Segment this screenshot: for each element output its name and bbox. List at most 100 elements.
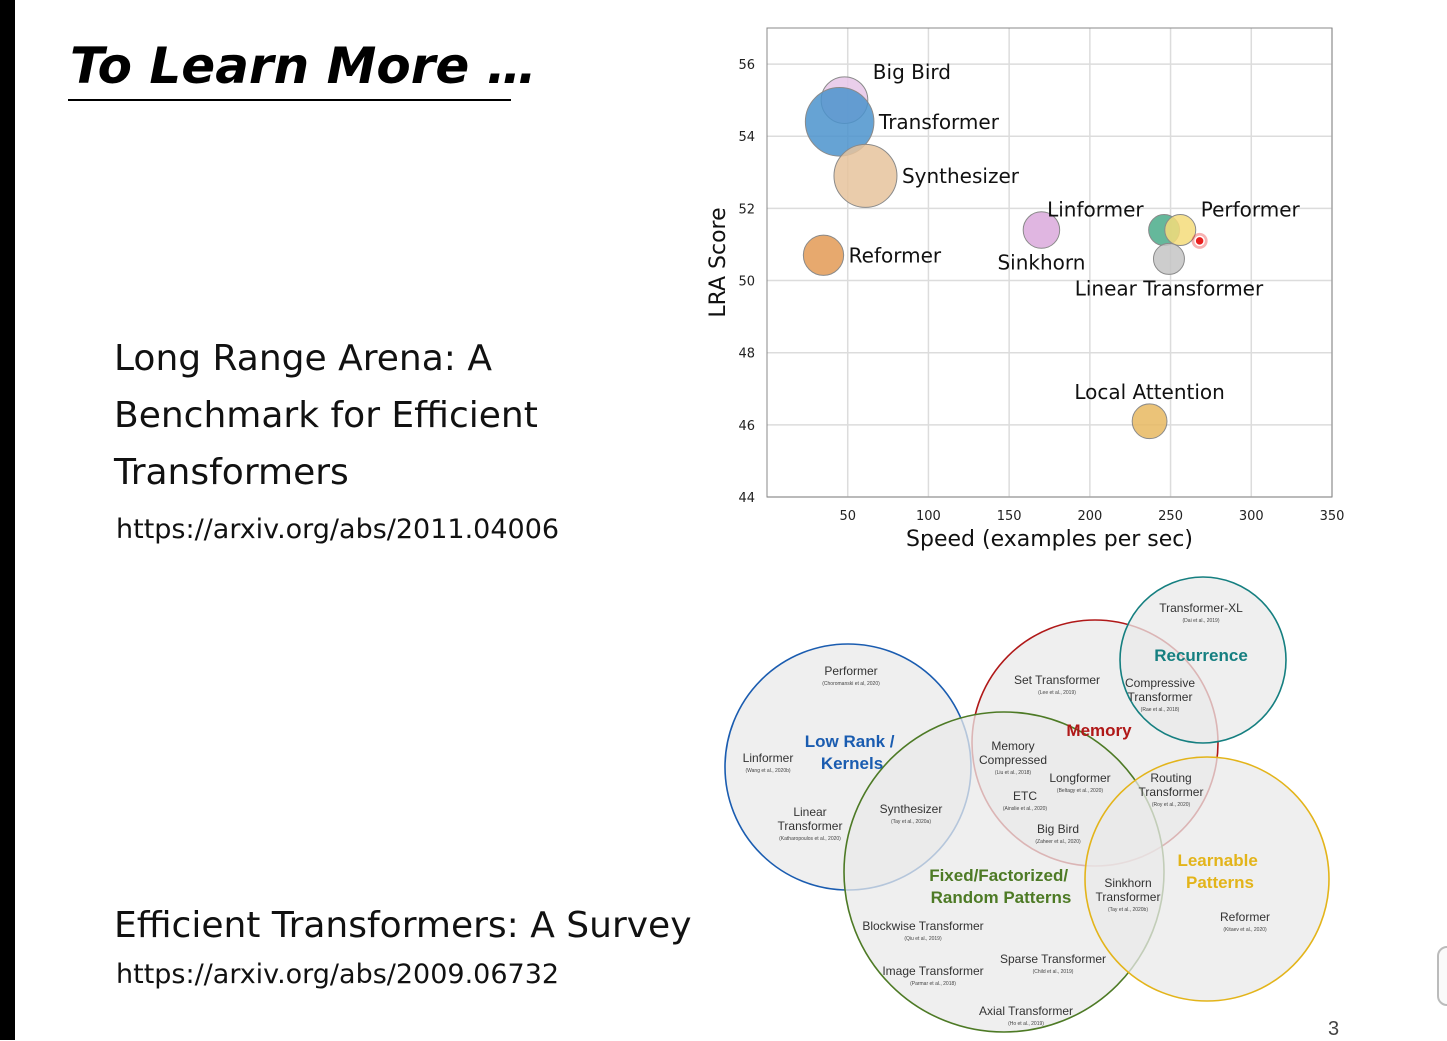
y-tick-label: 48 [738,347,755,362]
venn-circle-learnable-patterns [1084,756,1330,1002]
venn-cite: (Parmar et al., 2018) [910,981,956,987]
point-transformer [804,87,875,157]
venn-cite: (Qiu et al., 2019) [904,936,942,942]
chart-points [802,76,1208,440]
y-tick-label: 56 [738,58,755,73]
venn-model-longformer: Longformer (Beltagy et al., 2020) [1049,771,1110,794]
venn-cite: (Zaheer et al., 2020) [1035,839,1081,845]
venn-cite: (Tay et al., 2020b) [1108,907,1148,913]
lra-scatter-chart: 50 100 150 200 250 300 350 44 46 48 50 52 54 56 Big B… [706,27,1345,552]
label-sinkhorn: Sinkhorn [997,250,1085,274]
svg-text:Axial Transformer: Axial Transformer [979,1004,1073,1018]
svg-text:Compressed: Compressed [979,753,1047,767]
venn-models: Performer (Choromanski et al, 2020) Linfor… [743,601,1270,1027]
svg-text:Memory: Memory [991,739,1034,753]
venn-category-memory: Memory [1066,721,1132,740]
venn-cite: (Kitaev et al., 2020) [1223,927,1267,933]
reference-1-title-line-3: Transformers [114,452,349,493]
label-performer: Performer [1201,198,1301,222]
venn-model-set-transformer: Set Transformer (Lee et al., 2019) [1014,673,1100,696]
label-synthesizer: Synthesizer [902,164,1020,188]
venn-cite: (Dai et al., 2019) [1183,618,1220,624]
point-linear-transformer [1152,242,1185,275]
point-sinkhorn [1022,211,1061,249]
title-underline [68,99,511,101]
venn-cite: (Child et al., 2019) [1033,969,1074,975]
svg-text:Performer: Performer [824,664,877,678]
venn-circle-recurrence [1119,576,1287,744]
svg-text:Sparse Transformer: Sparse Transformer [1000,952,1106,966]
venn-model-linformer: Linformer (Wang et al., 2020b) [743,751,794,774]
y-tick-label: 54 [738,130,755,145]
venn-model-big-bird: Big Bird (Zaheer et al., 2020) [1035,822,1081,845]
y-tick-label: 50 [738,275,755,290]
point-reformer [802,234,845,276]
svg-text:Reformer: Reformer [1220,910,1270,924]
x-tick-label: 250 [1158,509,1183,524]
venn-model-sparse-transformer: Sparse Transformer (Child et al., 2019) [1000,952,1106,975]
venn-model-synthesizer: Synthesizer (Tay et al., 2020a) [880,802,943,825]
svg-text:Image Transformer: Image Transformer [882,964,983,978]
reference-2-title: Efficient Transformers: A Survey [114,905,692,946]
venn-category-low-rank: Low Rank / Kernels [805,732,899,773]
x-tick-label: 350 [1320,509,1345,524]
svg-text:Longformer: Longformer [1049,771,1110,785]
y-axis-label: LRA Score [706,207,731,317]
svg-text:Blockwise Transformer: Blockwise Transformer [862,919,983,933]
venn-model-blockwise-transformer: Blockwise Transformer (Qiu et al., 2019) [862,919,983,942]
venn-cite: (Roy et al., 2020) [1152,802,1191,808]
reference-1-title-line-1: Long Range Arena: A [114,338,492,379]
side-panel-tab[interactable] [1437,946,1447,1006]
point-performer [1164,214,1197,247]
label-transformer: Transformer [878,110,1000,134]
venn-model-reformer: Reformer (Kitaev et al., 2020) [1220,910,1270,933]
label-linformer: Linformer [1047,198,1144,222]
reference-2-url[interactable]: https://arxiv.org/abs/2009.06732 [116,959,560,990]
venn-cite: (Choromanski et al, 2020) [822,681,880,687]
y-tick-label: 46 [738,419,755,434]
venn-category-recurrence: Recurrence [1154,646,1248,665]
svg-text:Linformer: Linformer [743,751,794,765]
chart-labels: Big Bird Transformer Synthesizer Reformer Si… [849,60,1301,404]
label-local-attention: Local Attention [1074,380,1225,404]
y-tick-label: 44 [738,491,755,506]
label-reformer: Reformer [849,243,942,267]
venn-cite: (Rae et al., 2018) [1141,707,1180,713]
venn-cite: (Tay et al., 2020a) [891,819,931,825]
svg-text:ETC: ETC [1013,789,1037,803]
point-synthesizer [833,143,898,208]
efficient-transformers-venn-diagram: Low Rank / Kernels Memory Recurrence Fix… [724,576,1330,1033]
left-edge-bar [0,0,15,1040]
venn-cite: (Beltagy et al., 2020) [1057,788,1103,794]
x-axis-label: Speed (examples per sec) [906,527,1193,552]
venn-model-transformer-xl: Transformer-XL (Dai et al., 2019) [1159,601,1243,624]
point-local-attention [1131,403,1168,440]
venn-cite: (Lee et al., 2019) [1038,690,1076,696]
slide-title: To Learn More … [70,37,537,95]
svg-text:Synthesizer: Synthesizer [880,802,943,816]
svg-text:Transformer-XL: Transformer-XL [1159,601,1243,615]
venn-cite: (Wang et al., 2020b) [745,768,790,774]
svg-text:Transformer: Transformer [1128,690,1193,704]
venn-category-fixed-patterns: Fixed/Factorized/ Random Patterns [929,866,1073,907]
x-tick-label: 100 [916,509,941,524]
x-tick-label: 150 [997,509,1022,524]
svg-text:Big Bird: Big Bird [1037,822,1079,836]
x-tick-label: 300 [1239,509,1264,524]
venn-model-etc: ETC (Ainslie et al., 2020) [1003,789,1048,812]
reference-1-url[interactable]: https://arxiv.org/abs/2011.04006 [116,514,560,545]
venn-cite: (Ho et al., 2019) [1008,1021,1044,1027]
svg-text:Compressive: Compressive [1125,676,1195,690]
label-big-bird: Big Bird [873,60,951,84]
svg-text:Transformer: Transformer [1096,890,1161,904]
venn-cite: (Liu et al., 2018) [995,770,1031,776]
x-tick-label: 50 [839,509,856,524]
venn-model-axial-transformer: Axial Transformer (Ho et al., 2019) [979,1004,1073,1027]
svg-text:Set Transformer: Set Transformer [1014,673,1100,687]
label-linear-transformer: Linear Transformer [1075,276,1264,300]
svg-text:Sinkhorn: Sinkhorn [1104,876,1151,890]
